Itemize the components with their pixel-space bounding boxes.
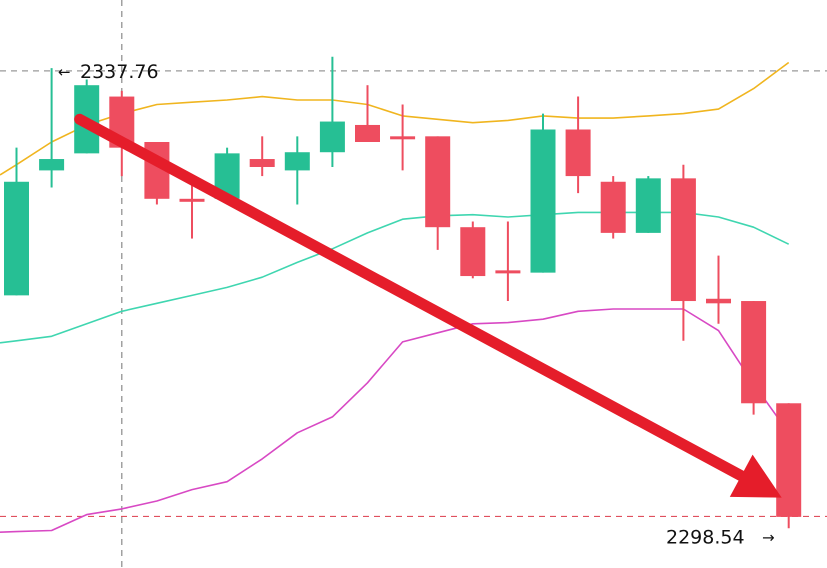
candle-body bbox=[706, 298, 731, 304]
trend-arrow-shaft bbox=[74, 113, 747, 482]
candle-body bbox=[741, 301, 767, 404]
candle bbox=[179, 181, 205, 239]
trend-arrow bbox=[74, 113, 782, 498]
candle-body bbox=[600, 181, 626, 233]
low-price-label: 2298.54 bbox=[666, 526, 745, 548]
candle-body bbox=[249, 159, 275, 167]
candle-body bbox=[635, 178, 661, 233]
candle bbox=[249, 136, 275, 177]
candles bbox=[4, 56, 802, 529]
candle-body bbox=[319, 121, 345, 153]
trend-arrow-head-icon bbox=[729, 454, 782, 498]
low-marker-arrow-icon: → bbox=[762, 528, 775, 546]
candle-body bbox=[355, 124, 380, 142]
candle bbox=[460, 221, 486, 279]
candle-body bbox=[425, 136, 451, 228]
candle bbox=[39, 68, 65, 188]
candle-body bbox=[4, 181, 29, 296]
candle bbox=[425, 136, 451, 250]
candle bbox=[776, 403, 802, 529]
candle bbox=[565, 96, 591, 194]
candle-body bbox=[776, 403, 802, 517]
candle bbox=[495, 221, 521, 302]
candle-body bbox=[284, 152, 310, 171]
candle bbox=[635, 176, 661, 233]
price-labels: ← 2337.76 2298.54 → bbox=[58, 61, 775, 549]
candle bbox=[284, 136, 310, 205]
candle bbox=[319, 56, 345, 167]
band-lower-line bbox=[0, 308, 790, 533]
band-middle-line bbox=[0, 211, 790, 344]
candle bbox=[670, 164, 696, 341]
candle-body bbox=[460, 227, 486, 277]
candle bbox=[4, 147, 29, 296]
candle bbox=[530, 113, 556, 273]
candle bbox=[355, 85, 380, 142]
candle-body bbox=[179, 198, 205, 202]
candle-body bbox=[530, 129, 556, 273]
candle bbox=[390, 104, 416, 171]
high-marker-arrow-icon: ← bbox=[58, 63, 71, 81]
high-price-label: 2337.76 bbox=[80, 61, 159, 83]
candle bbox=[741, 301, 767, 415]
candle bbox=[600, 176, 626, 239]
candle-body bbox=[495, 270, 521, 274]
candle-body bbox=[39, 159, 65, 171]
candle-body bbox=[565, 129, 591, 177]
candle bbox=[706, 255, 731, 324]
candle-body bbox=[670, 178, 696, 302]
candle-body bbox=[390, 136, 416, 140]
